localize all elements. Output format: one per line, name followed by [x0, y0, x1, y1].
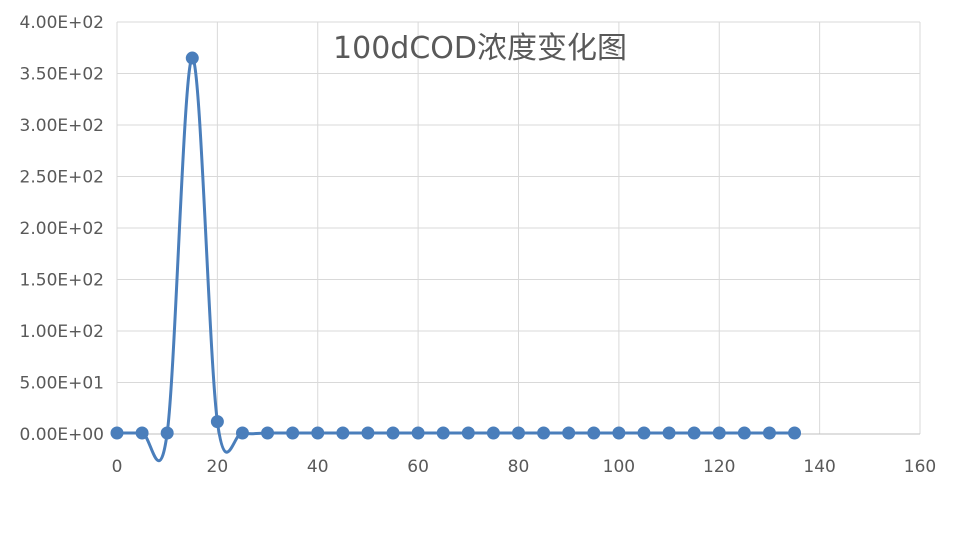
data-point: [762, 426, 776, 440]
data-point: [436, 426, 450, 440]
y-tick-label: 1.50E+02: [20, 271, 104, 291]
data-point: [587, 426, 601, 440]
label-layer: 0 20 40 60 80 100 120 140 160 0.00E+00 5.00E+01 1.0…: [20, 13, 937, 477]
data-point: [386, 426, 400, 440]
data-point: [210, 415, 224, 429]
y-tick-label: 4.00E+02: [20, 13, 104, 33]
x-tick-label: 160: [904, 457, 936, 477]
data-point: [687, 426, 701, 440]
data-point: [512, 426, 525, 440]
x-tick-label: 20: [207, 457, 229, 477]
data-point: [737, 426, 751, 440]
y-tick-label: 2.00E+02: [20, 219, 104, 239]
data-point: [712, 426, 726, 440]
data-point: [637, 426, 651, 440]
data-point: [562, 426, 576, 440]
series-layer: [110, 51, 802, 463]
chart-title: 100dCOD浓度变化图: [333, 31, 627, 66]
y-tick-label: 3.50E+02: [20, 65, 104, 85]
x-tick-label: 100: [603, 457, 635, 477]
data-point: [185, 51, 199, 65]
y-tick-label: 5.00E+01: [20, 374, 104, 394]
x-tick-label: 60: [407, 457, 429, 477]
data-point: [135, 426, 149, 440]
y-tick-label: 2.50E+02: [20, 168, 104, 188]
data-point: [110, 426, 124, 440]
data-point: [537, 426, 551, 440]
x-tick-label: 0: [112, 457, 123, 477]
data-point: [788, 426, 802, 440]
data-point: [235, 426, 249, 440]
data-point: [261, 426, 275, 440]
y-tick-label: 3.00E+02: [20, 116, 104, 136]
grid-layer: [117, 21, 921, 434]
data-point: [311, 426, 325, 440]
data-point: [160, 426, 174, 440]
x-tick-label: 80: [508, 457, 530, 477]
data-point: [662, 426, 676, 440]
data-point: [336, 426, 350, 440]
data-point: [286, 426, 300, 440]
data-point: [361, 426, 375, 440]
data-point: [486, 426, 500, 440]
x-tick-label: 120: [703, 457, 735, 477]
series-line: [116, 56, 795, 463]
data-point: [612, 426, 626, 440]
data-point: [461, 426, 475, 440]
x-tick-label: 140: [803, 457, 835, 477]
y-tick-label: 0.00E+00: [20, 425, 104, 445]
x-tick-label: 40: [307, 457, 329, 477]
y-tick-label: 1.00E+02: [20, 322, 104, 342]
data-point: [411, 426, 425, 440]
